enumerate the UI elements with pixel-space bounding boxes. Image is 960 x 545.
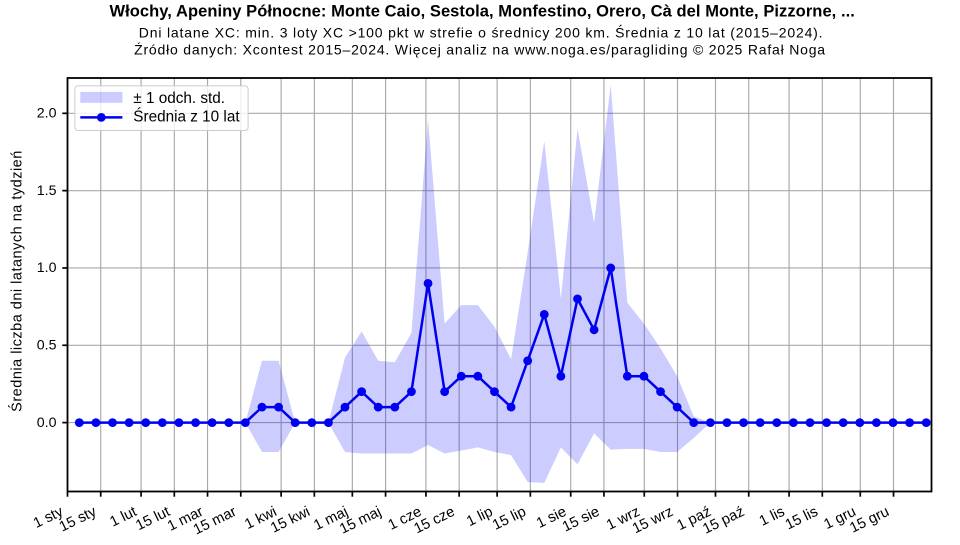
- svg-text:Źródło danych: Xcontest 2015–2: Źródło danych: Xcontest 2015–2024. Więce…: [134, 42, 826, 58]
- svg-text:Włochy, Apeniny Północne: Mont: Włochy, Apeniny Północne: Monte Caio, Se…: [110, 3, 855, 21]
- svg-text:0.0: 0.0: [37, 415, 57, 431]
- svg-text:0.5: 0.5: [37, 337, 57, 353]
- svg-text:1.0: 1.0: [37, 260, 57, 276]
- svg-text:2.0: 2.0: [37, 106, 57, 122]
- svg-text:Średnia z 10 lat: Średnia z 10 lat: [133, 108, 240, 126]
- svg-text:Dni latane XC: min. 3 loty XC: Dni latane XC: min. 3 loty XC >100 pkt w…: [139, 24, 824, 41]
- svg-text:1.5: 1.5: [37, 183, 57, 199]
- svg-text:± 1 odch. std.: ± 1 odch. std.: [133, 90, 225, 107]
- svg-text:Średnia liczba dni latanych na: Średnia liczba dni latanych na tydzień: [8, 150, 26, 412]
